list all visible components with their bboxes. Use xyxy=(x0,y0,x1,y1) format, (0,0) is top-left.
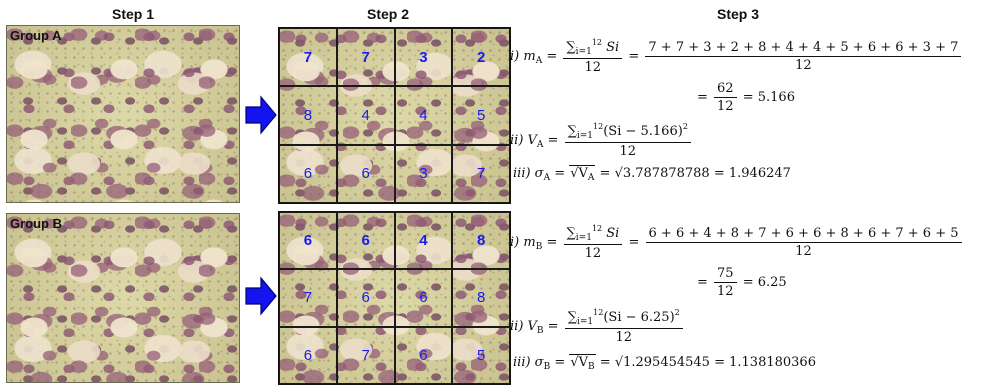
group-a-cell-count: 7 xyxy=(336,28,395,87)
group-b-cell-count: 6 xyxy=(336,212,395,270)
group-b-label: Group B xyxy=(10,216,62,231)
group-a-cell-count: 4 xyxy=(394,86,453,145)
group-b-sd-formula: iii) σB = √VB = √1.295454545 = 1.1381803… xyxy=(513,354,816,372)
group-a-cell-count: 6 xyxy=(336,144,395,203)
group-b-photo: Group B xyxy=(6,213,240,383)
group-b-cell-count: 7 xyxy=(279,269,337,327)
group-b-cell-count: 4 xyxy=(394,212,453,270)
group-a-cell-count: 3 xyxy=(394,28,453,87)
group-b-mean-result: = 75 12 = 6.25 xyxy=(697,266,787,299)
group-a-arrow-icon xyxy=(245,95,277,135)
step1-title: Step 1 xyxy=(112,6,155,22)
group-b-arrow-icon xyxy=(245,276,277,316)
group-a-grid: 7 7 3 2 8 4 4 5 6 6 3 7 xyxy=(278,27,511,204)
group-b-cell-count: 6 xyxy=(336,269,395,327)
group-b-cell-count: 8 xyxy=(452,212,510,270)
group-b-cell-count: 6 xyxy=(279,212,337,270)
group-a-cell-count: 4 xyxy=(336,86,395,145)
group-a-mean-formula: i) mA = ∑i=112 Si 12 = 7 + 7 + 3 + 2 + 8… xyxy=(510,38,963,75)
group-a-cell-count: 2 xyxy=(452,28,510,87)
group-a-mean-result: = 62 12 = 5.166 xyxy=(697,81,795,114)
step3-title: Step 3 xyxy=(717,6,760,22)
group-b-cell-count: 7 xyxy=(336,326,395,384)
group-b-grid: 6 6 4 8 7 6 6 8 6 7 6 5 xyxy=(278,211,511,385)
group-b-cell-count: 8 xyxy=(452,269,510,327)
group-a-cell-count: 6 xyxy=(279,144,337,203)
group-a-photo: Group A xyxy=(6,25,240,203)
group-a-cell-count: 8 xyxy=(279,86,337,145)
group-a-cell-count: 7 xyxy=(452,144,510,203)
group-b-cell-count: 6 xyxy=(394,269,453,327)
group-b-cell-count: 5 xyxy=(452,326,510,384)
group-a-cell-count: 7 xyxy=(279,28,337,87)
group-b-cell-count: 6 xyxy=(394,326,453,384)
group-a-sd-formula: iii) σA = √VA = √3.787878788 = 1.946247 xyxy=(513,165,791,183)
group-a-label: Group A xyxy=(10,28,62,43)
group-a-cell-count: 5 xyxy=(452,86,510,145)
step2-title: Step 2 xyxy=(367,6,410,22)
group-b-cell-count: 6 xyxy=(279,326,337,384)
group-b-variance-formula: ii) VB = ∑i=112(Si − 6.25)2 12 xyxy=(510,308,685,345)
group-b-mean-formula: i) mB = ∑i=112 Si 12 = 6 + 6 + 4 + 8 + 7… xyxy=(510,224,964,261)
group-a-variance-formula: ii) VA = ∑i=112(Si − 5.166)2 12 xyxy=(510,122,693,159)
group-a-cell-count: 3 xyxy=(394,144,453,203)
